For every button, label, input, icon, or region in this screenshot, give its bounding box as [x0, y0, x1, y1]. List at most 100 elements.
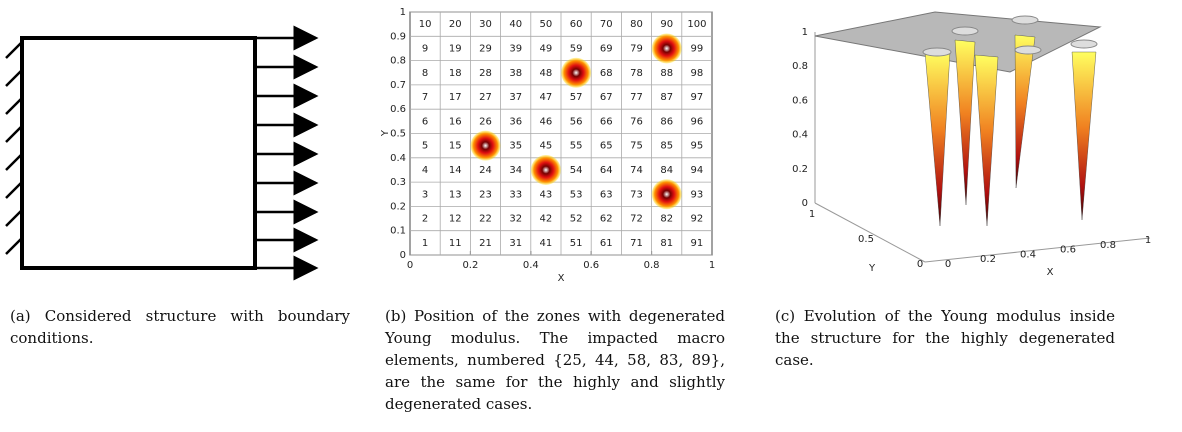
zone-label: 81: [660, 238, 673, 249]
zone-label: 37: [509, 92, 522, 103]
zone-label: 39: [509, 43, 522, 54]
x-tick-label: 1: [709, 260, 715, 271]
zone-label: 18: [449, 68, 462, 79]
degenerated-zone: [561, 57, 592, 88]
y-tick-label: 0.4: [390, 153, 406, 164]
zone-label: 27: [479, 92, 492, 103]
zone-label: 75: [630, 141, 643, 152]
zone-label: 85: [660, 141, 673, 152]
zone-label: 56: [570, 116, 583, 127]
zone-label: 49: [540, 43, 553, 54]
zone-label: 80: [630, 19, 643, 30]
figure: 0 0.2 0.4 0.6 0.8 100.10.20.30.40.50.60.70.80…: [5, 7, 1151, 284]
zone-label: 1: [422, 238, 428, 249]
zone-label: 34: [509, 165, 522, 176]
zone-label: 38: [509, 68, 522, 79]
zone-label: 59: [570, 43, 583, 54]
z-tick-label: 0.4: [792, 130, 808, 141]
zone-label: 72: [630, 214, 643, 225]
zone-label: 4: [422, 165, 428, 176]
zone-label: 47: [540, 92, 553, 103]
zone-label: 67: [600, 92, 613, 103]
zone-label: 68: [600, 68, 613, 79]
zone-label: 21: [479, 238, 492, 249]
zone-label: 43: [540, 189, 553, 200]
zone-label: 45: [540, 141, 553, 152]
y-axis-label: Y: [380, 129, 391, 137]
zone-label: 62: [600, 214, 613, 225]
zone-label: 50: [540, 19, 553, 30]
zone-label: 88: [660, 68, 673, 79]
structure: [5, 25, 319, 281]
zone-label: 30: [479, 19, 492, 30]
zone-label: 84: [660, 165, 673, 176]
degenerated-zone: [470, 130, 501, 161]
zone-label: 11: [449, 238, 462, 249]
y-tick-label: 0.5: [390, 129, 406, 140]
zone-label: 6: [422, 116, 428, 127]
surface: [814, 11, 1151, 263]
zone-label: 70: [600, 19, 613, 30]
zone-label: 13: [449, 189, 462, 200]
zone-label: 54: [570, 165, 583, 176]
x-axis-label: X: [558, 273, 565, 284]
y-tick-label: 1: [400, 7, 406, 18]
zone-label: 65: [600, 141, 613, 152]
zone-label: 26: [479, 116, 492, 127]
zone-label: 100: [687, 19, 706, 30]
zone-label: 95: [691, 141, 704, 152]
y-tick-label: 0: [400, 250, 406, 261]
zone-label: 57: [570, 92, 583, 103]
zone-label: 61: [600, 238, 613, 249]
y-tick-label: 0.8: [390, 56, 406, 67]
zone-label: 52: [570, 214, 583, 225]
degenerated-zone: [530, 154, 561, 185]
y-tick-label: 0.5: [858, 234, 874, 245]
x-axis-label: X: [1047, 267, 1054, 278]
zone-label: 77: [630, 92, 643, 103]
y-tick-label: 0.3: [390, 177, 406, 188]
zone-label: 94: [691, 165, 704, 176]
zone-label: 55: [570, 141, 583, 152]
zone-label: 28: [479, 68, 492, 79]
zone-label: 76: [630, 116, 643, 127]
zone-label: 63: [600, 189, 613, 200]
x-tick-label: 0.6: [583, 260, 599, 271]
zone-label: 23: [479, 189, 492, 200]
degenerated-zone: [651, 33, 682, 64]
y-tick-label: 0: [917, 259, 923, 270]
y-tick-label: 0.1: [390, 226, 406, 237]
x-tick-label: 0.4: [1020, 249, 1036, 260]
x-tick-label: 0.8: [644, 260, 660, 271]
zone-label: 12: [449, 214, 462, 225]
zone-label: 42: [540, 214, 553, 225]
zone-label: 91: [691, 238, 704, 249]
z-tick-label: 0.6: [792, 95, 808, 106]
zone-label: 74: [630, 165, 643, 176]
z-tick-label: 1: [802, 27, 808, 38]
zone-label: 7: [422, 92, 428, 103]
zone-label: 82: [660, 214, 673, 225]
zone-label: 46: [540, 116, 553, 127]
zone-label: 41: [540, 238, 553, 249]
zone-label: 35: [509, 141, 522, 152]
zone-label: 9: [422, 43, 428, 54]
zone-label: 48: [540, 68, 553, 79]
zone-label: 16: [449, 116, 462, 127]
zone-label: 66: [600, 116, 613, 127]
zone-label: 51: [570, 238, 583, 249]
z-tick-label: 0.8: [792, 61, 808, 72]
degenerated-zone: [651, 179, 682, 210]
zone-label: 22: [479, 214, 492, 225]
zone-label: 79: [630, 43, 643, 54]
caption-b: (b) Position of the zones with degenerat…: [385, 307, 725, 413]
zone-label: 33: [509, 189, 522, 200]
zone-label: 73: [630, 189, 643, 200]
zone-label: 2: [422, 214, 428, 225]
x-tick-label: 0.6: [1060, 245, 1076, 256]
zone-label: 20: [449, 19, 462, 30]
x-tick-label: 0: [407, 260, 413, 271]
zone-label: 96: [691, 116, 704, 127]
